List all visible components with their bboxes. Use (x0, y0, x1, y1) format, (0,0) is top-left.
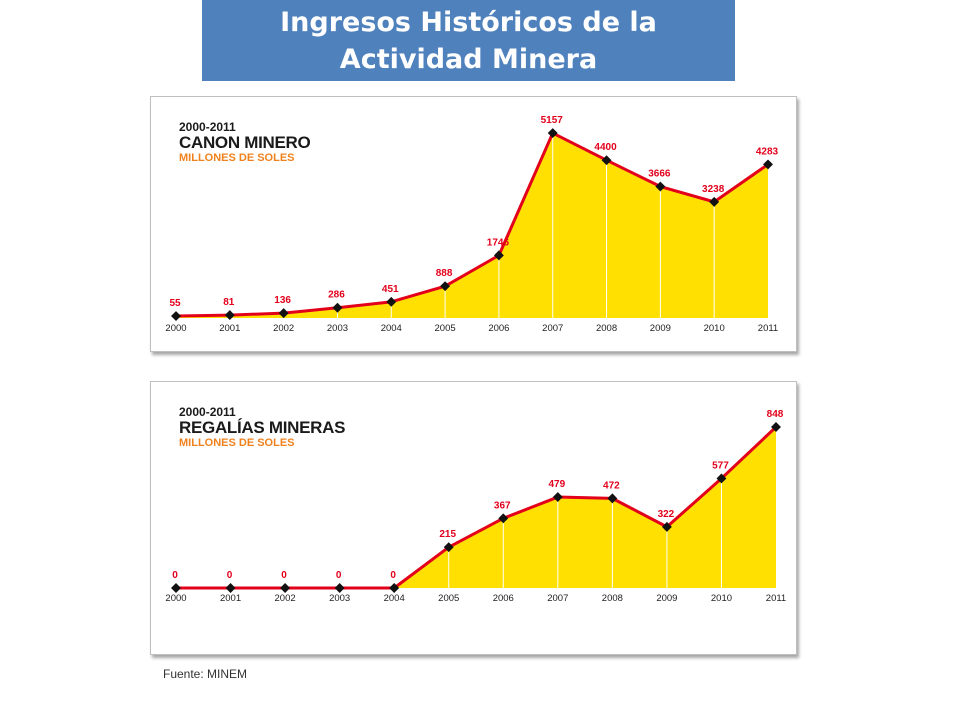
canon-minero-plot: 55 81 136 286 451 888 1746 5157 4400 3666 3238 4283… (165, 115, 779, 334)
data-point (224, 310, 235, 321)
x-tick-label: 2002 (275, 593, 296, 604)
chart-title: REGALÍAS MINERAS (179, 418, 346, 437)
data-label: 0 (390, 570, 396, 581)
x-tick-label: 2008 (602, 593, 623, 604)
regalias-mineras-chart: 0 0 0 0 0 215 367 479 472 322 577 848 2000 2001 2002 20… (150, 381, 797, 655)
x-tick-label: 2002 (273, 323, 294, 334)
x-tick-label: 2006 (488, 323, 509, 334)
data-label: 577 (712, 460, 729, 471)
data-point (655, 181, 666, 192)
data-point (225, 583, 236, 593)
data-label: 451 (382, 284, 399, 295)
data-label: 136 (274, 295, 291, 306)
chart-subtitle: MILLONES DE SOLES (179, 152, 295, 164)
data-label: 55 (169, 298, 181, 309)
data-label: 4283 (756, 146, 779, 157)
page-title-line1: Ingresos Históricos de la (280, 6, 657, 38)
x-tick-label: 2007 (547, 593, 568, 604)
data-point (280, 583, 291, 593)
chart-title: CANON MINERO (179, 133, 311, 152)
regalias-mineras-plot: 0 0 0 0 0 215 367 479 472 322 577 848 2000 2001 2002 20… (165, 409, 786, 604)
data-label: 5157 (541, 115, 564, 126)
x-tick-label: 2009 (650, 323, 671, 334)
data-label: 3238 (702, 184, 725, 195)
data-label: 215 (439, 529, 456, 540)
data-label: 479 (548, 479, 565, 490)
data-point (443, 542, 454, 553)
data-label: 286 (328, 290, 345, 301)
data-point (709, 196, 720, 207)
x-tick-label: 2003 (327, 323, 348, 334)
data-point (171, 583, 181, 593)
data-point (389, 583, 400, 593)
data-label: 0 (336, 570, 342, 581)
data-point (607, 493, 618, 504)
x-tick-label: 2005 (438, 593, 459, 604)
series-line (175, 131, 769, 318)
canon-minero-chart: 55 81 136 286 451 888 1746 5157 4400 3666 3238 4283… (150, 96, 797, 352)
x-tick-label: 2003 (329, 593, 350, 604)
data-point (334, 583, 345, 593)
page-title: Ingresos Históricos de la Actividad Mine… (202, 0, 735, 81)
data-point (661, 521, 672, 532)
x-tick-label: 2008 (596, 323, 617, 334)
area-fill (176, 133, 768, 318)
data-label: 3666 (648, 169, 671, 180)
source-note: Fuente: MINEM (163, 667, 248, 681)
data-point (771, 422, 781, 432)
x-tick-label: 2011 (758, 323, 778, 334)
x-tick-label: 2004 (381, 323, 402, 334)
x-tick-label: 2010 (704, 323, 725, 334)
data-point (716, 473, 727, 484)
data-label: 0 (172, 570, 178, 581)
area-fill (176, 427, 776, 588)
data-label: 367 (494, 500, 511, 511)
chart-subtitle: MILLONES DE SOLES (179, 437, 295, 449)
x-tick-label: 2005 (435, 323, 456, 334)
data-label: 848 (767, 409, 784, 420)
page-title-line2: Actividad Minera (339, 43, 598, 75)
x-tick-label: 2000 (165, 323, 186, 334)
x-tick-label: 2010 (711, 593, 732, 604)
data-point (332, 302, 343, 313)
series-line (176, 425, 778, 590)
x-tick-label: 2004 (384, 593, 405, 604)
data-label: 81 (223, 297, 235, 308)
x-tick-label: 2001 (219, 323, 240, 334)
data-point (171, 311, 181, 321)
data-point (278, 308, 289, 319)
data-label: 4400 (594, 142, 617, 153)
data-label: 322 (658, 509, 675, 520)
data-label: 0 (281, 570, 287, 581)
x-tick-label: 2007 (542, 323, 563, 334)
x-tick-label: 2006 (493, 593, 514, 604)
data-label: 888 (436, 268, 453, 279)
chart-period: 2000-2011 (179, 120, 236, 134)
x-tick-label: 2000 (165, 593, 186, 604)
data-label: 0 (227, 570, 233, 581)
data-point (552, 492, 563, 503)
data-label: 472 (603, 480, 620, 491)
x-tick-label: 2011 (766, 593, 786, 604)
data-point (763, 159, 773, 170)
x-tick-label: 2001 (220, 593, 241, 604)
data-point (386, 296, 397, 307)
x-tick-label: 2009 (656, 593, 677, 604)
data-label: 1746 (487, 237, 510, 248)
chart-period: 2000-2011 (179, 405, 236, 419)
